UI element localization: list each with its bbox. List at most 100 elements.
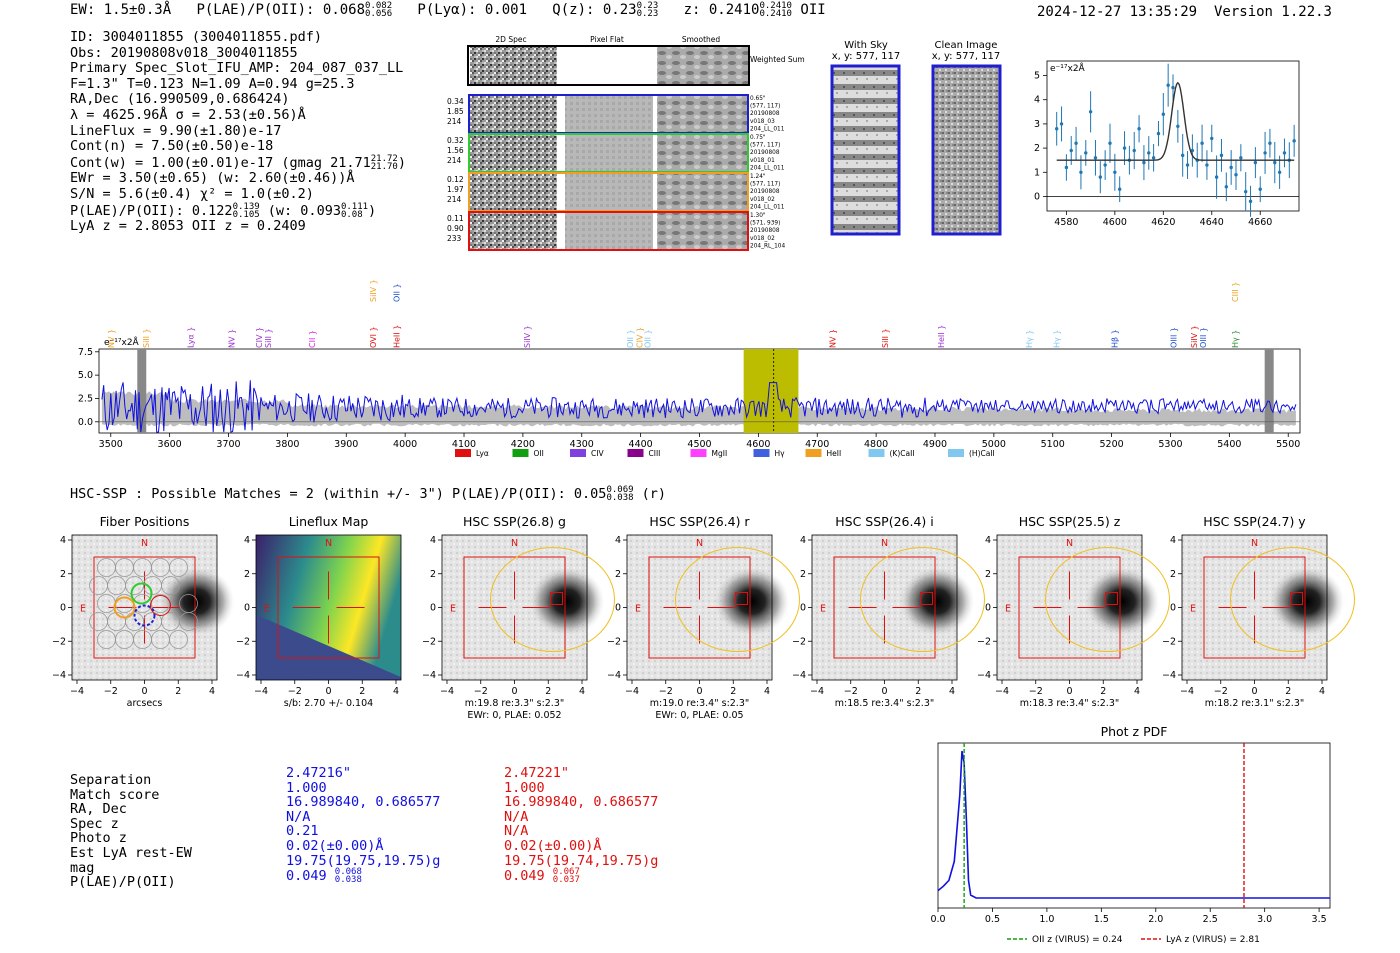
photz-pdf-plot: Phot z PDF 0.0 0.5 1.0 1.5 2.0 2.5 3.0 3.5 OII … [930, 724, 1331, 945]
galaxy-blob [1084, 566, 1160, 637]
plae-info-lo: 0.105 [232, 209, 260, 220]
zoom-point [1059, 122, 1064, 126]
east-label: E [635, 604, 641, 615]
spec-line-label: Lyα } [186, 327, 195, 348]
zoom-point [1088, 110, 1093, 114]
cutout-right-value: 20190808 [750, 228, 780, 234]
zoom-point [1224, 185, 1229, 189]
zoom-point [1156, 131, 1161, 136]
legend-label: (K)CaII [890, 449, 915, 458]
hsc-ytick-label: 0 [800, 603, 806, 614]
chip-gap [137, 349, 147, 433]
cutout-right-value: 204_RL_104 [750, 243, 785, 249]
match-label: RA, Dec [70, 801, 127, 818]
galaxy-blob [1269, 566, 1345, 637]
full-ytick-label: 7.5 [78, 347, 93, 358]
chip-gap [1264, 349, 1274, 433]
hsc-ytick-label: −2 [422, 636, 436, 647]
spec-line-label: Hγ } [1231, 330, 1240, 348]
hsc-ytick-label: 0 [244, 603, 250, 614]
full-xtick-label: 3500 [99, 439, 123, 450]
hsc-ytick-label: −2 [607, 636, 621, 647]
hsc-ytick-label: 2 [800, 569, 806, 580]
match-column-2: 2.47221" 1.000 16.989840, 0.686577 N/A N/A 0.… [504, 766, 658, 885]
zoom-point [1243, 189, 1248, 194]
hsc-ytick-label: 4 [1170, 535, 1176, 546]
zoom-data [1047, 63, 1299, 217]
hsc-panel-title: Fiber Positions [100, 514, 190, 529]
full-xtick-label: 4700 [805, 439, 829, 450]
hsc-ytick-label: 0 [615, 603, 621, 614]
weighted-smooth [657, 47, 748, 84]
spec-line-label: OII } [644, 329, 653, 348]
qz-value: Q(z): 0.23 [552, 2, 637, 18]
hsc-xtick-label: 2 [730, 686, 736, 697]
full-xtick-label: 4300 [570, 439, 594, 450]
match-label: Est LyA rest-EW [70, 844, 192, 861]
full-xtick-label: 4500 [687, 439, 711, 450]
legend-swatch [805, 449, 822, 457]
match-ellipse [675, 547, 800, 652]
match-value: N/A [504, 808, 529, 825]
legend-label: OII [534, 449, 544, 458]
zoom-point [1190, 148, 1195, 153]
match-box [735, 592, 748, 605]
hsc-xtick-label: 4 [1134, 686, 1140, 697]
cont-w-hi: 21.72 [370, 153, 398, 164]
legend-swatch [627, 449, 644, 457]
zoom-point [1166, 83, 1170, 87]
hsc-xtick-label: −4 [1180, 686, 1194, 697]
spec-line-label: NV } [829, 329, 838, 348]
hsc-ytick-label: 4 [800, 535, 806, 546]
cutout-right-value: v018_01 [750, 158, 775, 164]
zoom-point [1093, 156, 1098, 160]
cutout-left-value: 214 [447, 117, 462, 126]
hsc-ytick-label: −2 [52, 636, 66, 647]
cutout-right-value: (571, 939) [750, 221, 780, 227]
legend-swatch [690, 449, 707, 457]
hsc-xtick-label: 2 [359, 686, 365, 697]
full-spectrum-plot: NV } SiII } Lyα } NV } CIV } SiII } CII }SiIV … [78, 279, 1301, 458]
match-plae-lo: 0.038 [334, 875, 362, 886]
photz-xtick-label: 2.5 [1203, 914, 1218, 925]
cutout-right-value: 20190808 [750, 111, 780, 117]
fiber-circle [161, 576, 180, 595]
spec-line-label: SiII } [264, 328, 273, 348]
spec-line-label: CII } [308, 330, 317, 348]
full-data [99, 349, 1300, 433]
hsc-caption: m:18.5 re:3.4" s:2.3" [835, 698, 935, 709]
hsc-xtick-label: 0 [1251, 686, 1257, 697]
zoom-point [1263, 151, 1267, 155]
cutout-right-value: v018_02 [750, 197, 775, 203]
photz-xtick-label: 0.5 [985, 914, 1000, 925]
hsc-ytick-label: −4 [1162, 670, 1176, 681]
fiber-green [130, 582, 153, 605]
zoom-point [1054, 127, 1059, 131]
hsc-summary-band: (r) [641, 486, 667, 502]
cont-w-text: Cont(w) = 1.00(±0.01)e-17 (gmag 21.71 [70, 154, 371, 171]
match-value: 0.02(±0.00)Å [504, 837, 602, 854]
east-label: E [264, 604, 270, 615]
hsc-panel: HSC SSP(26.8) g N E −4 −2 0 2 4 4 2 0 −2 −4 m:19.8 re… [422, 514, 615, 721]
hsc-xtick-label: 2 [545, 686, 551, 697]
hsc-panel-title: HSC SSP(26.4) i [835, 514, 933, 529]
hsc-ytick-label: 4 [430, 535, 436, 546]
spec-line-label: CIV } [635, 327, 644, 348]
hsc-xtick-label: −2 [1214, 686, 1228, 697]
legend-label: MgII [712, 449, 728, 458]
hsc-caption: m:19.0 re:3.4" s:2.3" [650, 698, 750, 709]
hsc-ytick-label: 2 [1170, 569, 1176, 580]
match-plae-hi: 0.068 [334, 867, 362, 878]
hsc-xtick-label: 2 [915, 686, 921, 697]
col-flat-label: Pixel Flat [590, 35, 624, 44]
observation: Obs: 20190808v018_3004011855 [70, 44, 298, 61]
spec-line-label: SiIV } [369, 279, 378, 302]
zoom-point [1239, 156, 1243, 160]
full-unit: e⁻¹⁷x2Å [104, 336, 140, 348]
timestamp-version: 2024-12-27 13:35:29 Version 1.22.3 [1037, 4, 1332, 20]
zoom-ytick-label: 0 [1034, 191, 1040, 202]
spectrum-cutouts: 2D Spec Pixel Flat Smoothed Weighted Sum… [447, 35, 805, 251]
match-column-1: 2.47216" 1.000 16.989840, 0.686577 N/A 0.21 0… [286, 766, 440, 886]
hsc-summary-hi: 0.069 [606, 485, 634, 495]
clean-xy: x, y: 577, 117 [932, 51, 1001, 62]
